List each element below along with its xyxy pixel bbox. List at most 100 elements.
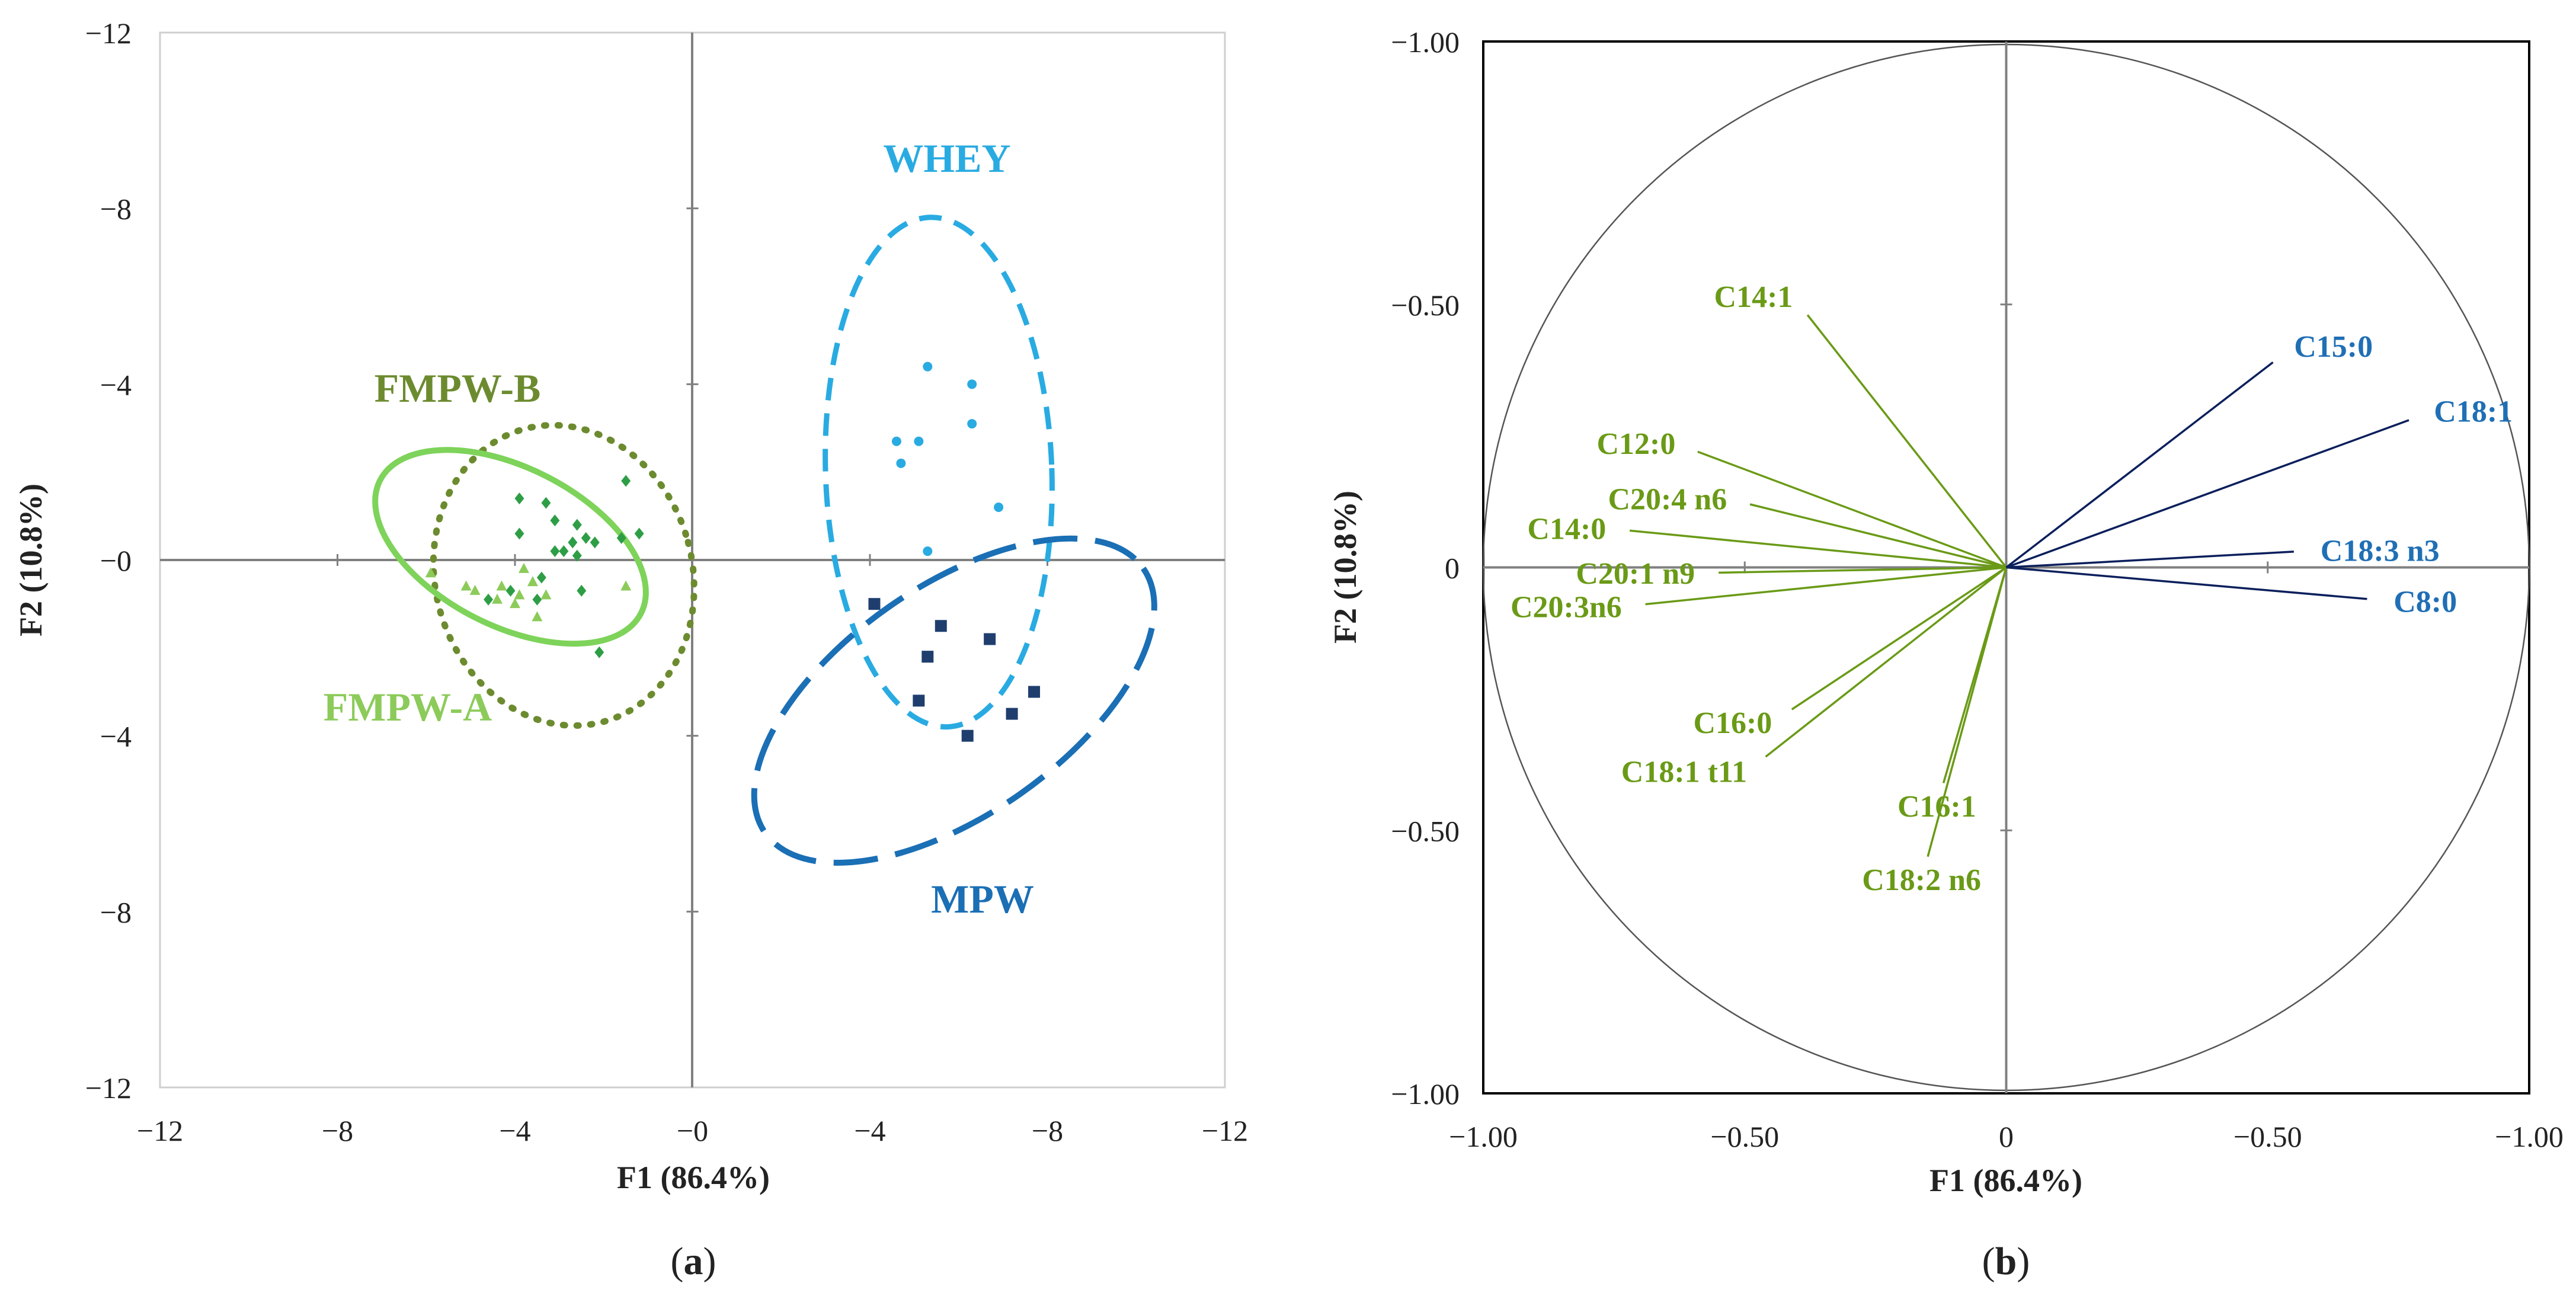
point-fmpw-b [634,527,644,540]
point-fmpw-a [496,580,507,591]
point-whey [967,419,977,429]
vector-label-c16-1: C16:1 [1897,790,1976,824]
y-tick-label: −8 [100,895,132,929]
vector-c18-1-t11 [1765,567,2007,758]
point-whey [923,361,933,372]
ellipse-fmpw-b [430,421,697,729]
x-tick-label: −0 [677,1114,708,1147]
point-fmpw-b [541,497,551,509]
point-mpw [961,729,974,742]
y-tick-label: −1.00 [1391,25,1460,59]
group-label-fmpw-a: FMPW-A [324,684,492,729]
vector-label-c14-1: C14:1 [1714,280,1793,314]
vector-c18-1 [2005,419,2409,569]
group-label-whey: WHEY [883,136,1010,181]
point-whey [967,379,977,389]
vector-c18-3-n3 [2006,551,2294,569]
y-tick-label: 0 [1445,552,1460,585]
x-tick-label: −0.50 [1710,1120,1779,1153]
y-tick-label: −0 [100,544,132,577]
vector-c20-3n6 [1645,566,2007,606]
x-tick-label: −0.50 [2233,1120,2302,1153]
vector-c20-1-n9 [1719,566,2007,574]
point-fmpw-a [527,576,538,587]
point-fmpw-b [621,475,631,487]
point-mpw [1006,708,1018,720]
vector-c18-2-n6 [1927,567,2008,857]
panel-letter-a: a [684,1240,703,1283]
point-whey [923,546,933,556]
x-tick-label: −12 [137,1114,183,1147]
group-label-mpw: MPW [931,876,1034,921]
x-tick-label: −4 [499,1114,530,1147]
loading-plot-ticks: −1.00 −0.50 0 −0.50 −1.00 −1.00 −0.50 0 −0.50 −1.… [1391,25,2564,1153]
point-fmpw-b [559,545,569,558]
point-fmpw-a [532,611,543,622]
vector-label-c14-0: C14:0 [1527,512,1606,546]
panel-label-a: (a) [671,1240,716,1283]
point-whey [896,458,906,468]
vector-label-c15-0: C15:0 [2294,330,2373,364]
vector-label-c20-1-n9: C20:1 n9 [1576,557,1695,591]
point-fmpw-b [572,549,582,562]
score-plot-panel: −12 −8 −4 −0 −4 −8 −12−12−8−4−0−4−8−12 WHEY MP… [13,17,1248,1283]
vector-c16-0 [1791,567,2007,711]
vector-c14-1 [1806,314,2007,568]
point-fmpw-a [518,562,529,573]
point-fmpw-b [550,545,560,558]
point-whey [914,436,924,446]
point-mpw [921,651,934,663]
x-tick-label: −8 [322,1114,353,1147]
y-tick-label: −1.00 [1391,1077,1460,1111]
vector-label-c18-1: C18:1 [2434,395,2513,429]
point-fmpw-a [469,584,481,595]
y-tick-label: −0.50 [1391,814,1460,847]
vector-c15-0 [2005,361,2274,568]
point-fmpw-a [492,593,503,604]
y-tick-label: −12 [85,1071,132,1105]
point-fmpw-b [550,514,560,527]
vector-label-c18-1-t11: C18:1 t11 [1621,756,1747,789]
point-fmpw-b [484,593,494,606]
x-tick-label: −1.00 [1449,1120,1518,1153]
vector-c12-0 [1697,450,2007,569]
point-fmpw-a [540,589,552,600]
point-fmpw-b [514,492,524,505]
y-tick-label: −0.50 [1391,289,1460,322]
score-plot-ticks: −12 −8 −4 −0 −4 −8 −12−12−8−4−0−4−8−12 [85,17,1248,1147]
loading-plot-panel: −1.00 −0.50 0 −0.50 −1.00 −1.00 −0.50 0 −0.50 −1.… [1327,25,2564,1283]
vector-label-c16-0: C16:0 [1693,706,1772,740]
y-tick-label: −12 [85,17,132,50]
score-plot-x-title: F1 (86.4%) [617,1160,770,1195]
group-label-fmpw-b: FMPW-B [375,366,541,411]
point-mpw [935,620,947,632]
point-fmpw-b [572,519,582,531]
point-mpw [913,695,925,707]
score-plot-ellipses [372,215,1157,866]
y-tick-label: −8 [100,193,132,226]
point-fmpw-a [510,598,520,609]
point-fmpw-b [568,536,578,549]
x-tick-label: −1.00 [2495,1120,2564,1153]
vector-label-c20-3n6: C20:3n6 [1511,591,1622,625]
point-fmpw-a [620,580,632,591]
loading-plot-y-title: F2 (10.8%) [1327,491,1363,644]
vector-label-c20-4-n6: C20:4 n6 [1608,482,1727,516]
point-fmpw-b [505,584,516,597]
x-tick-label: −4 [854,1114,885,1147]
panel-letter-b: b [1995,1240,2017,1283]
x-tick-label: −12 [1202,1114,1248,1147]
vector-c8-0 [2006,566,2367,600]
score-plot-points [425,361,1041,742]
point-fmpw-b [536,571,546,584]
y-tick-label: −4 [100,720,132,753]
ellipse-fmpw-a [372,447,649,647]
point-mpw [984,633,996,645]
x-tick-label: 0 [1999,1120,2014,1153]
point-whey [994,503,1004,512]
point-fmpw-b [616,532,626,544]
point-fmpw-b [594,646,604,658]
point-fmpw-a [425,567,436,578]
